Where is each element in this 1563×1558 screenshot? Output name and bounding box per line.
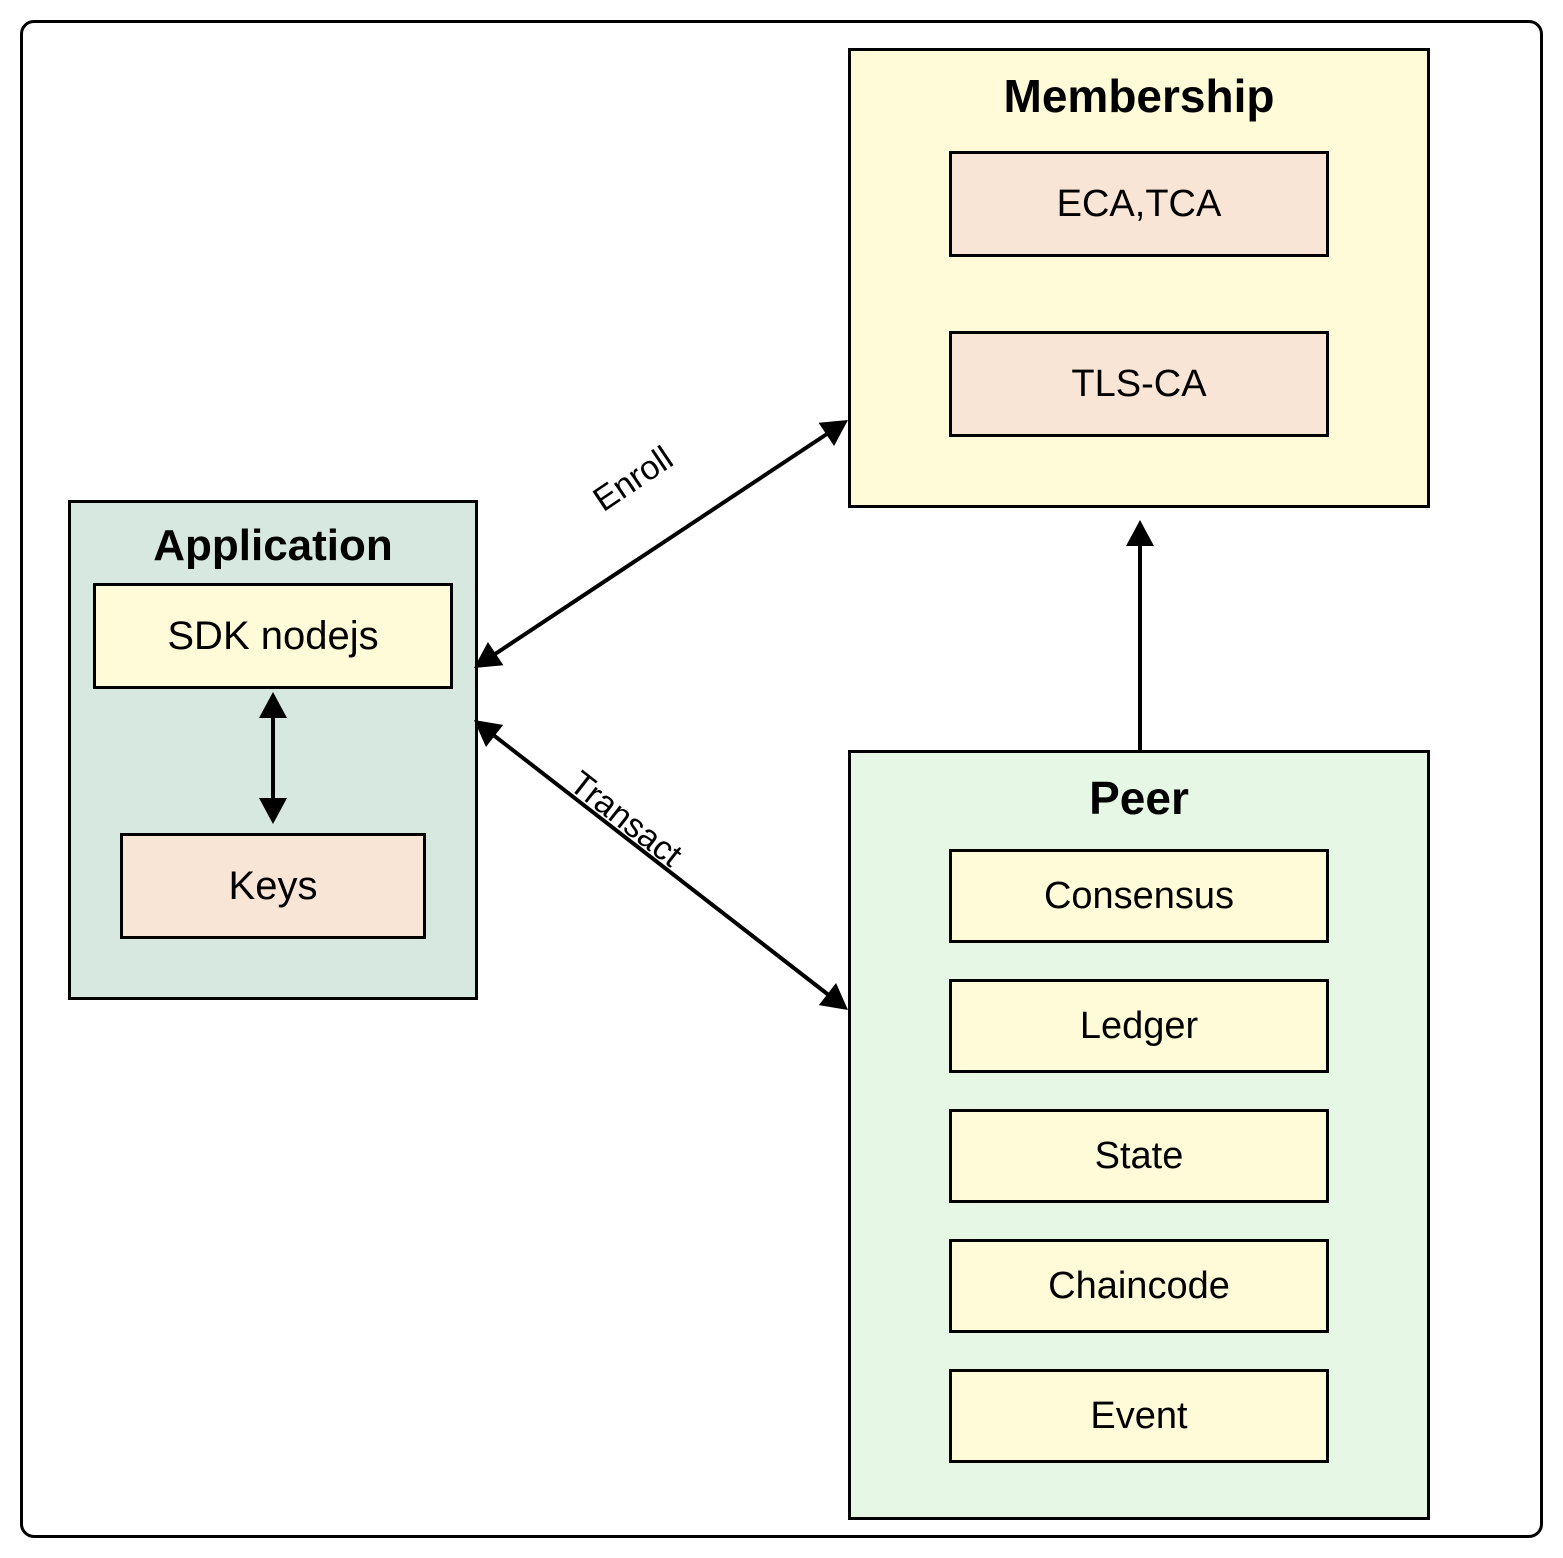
eca-sub: ECA,TCA — [949, 151, 1329, 257]
consensus-label: Consensus — [1044, 875, 1234, 918]
ledger-sub: Ledger — [949, 979, 1329, 1073]
tls-sub: TLS-CA — [949, 331, 1329, 437]
chaincode-sub: Chaincode — [949, 1239, 1329, 1333]
keys-label: Keys — [229, 864, 318, 909]
chaincode-label: Chaincode — [1048, 1265, 1230, 1308]
tls-label: TLS-CA — [1071, 363, 1206, 406]
sdk-sub: SDK nodejs — [93, 583, 453, 689]
application-box: Application SDK nodejs Keys — [68, 500, 478, 1000]
keys-sub: Keys — [120, 833, 426, 939]
application-title: Application — [91, 521, 455, 571]
event-sub: Event — [949, 1369, 1329, 1463]
sdk-label: SDK nodejs — [167, 614, 378, 659]
membership-title: Membership — [871, 69, 1407, 123]
state-sub: State — [949, 1109, 1329, 1203]
ledger-label: Ledger — [1080, 1005, 1198, 1048]
eca-label: ECA,TCA — [1057, 183, 1222, 226]
peer-box: Peer Consensus Ledger State Chaincode Ev… — [848, 750, 1430, 1520]
event-label: Event — [1090, 1395, 1187, 1438]
membership-box: Membership ECA,TCA TLS-CA — [848, 48, 1430, 508]
peer-title: Peer — [871, 771, 1407, 825]
state-label: State — [1095, 1135, 1184, 1178]
consensus-sub: Consensus — [949, 849, 1329, 943]
